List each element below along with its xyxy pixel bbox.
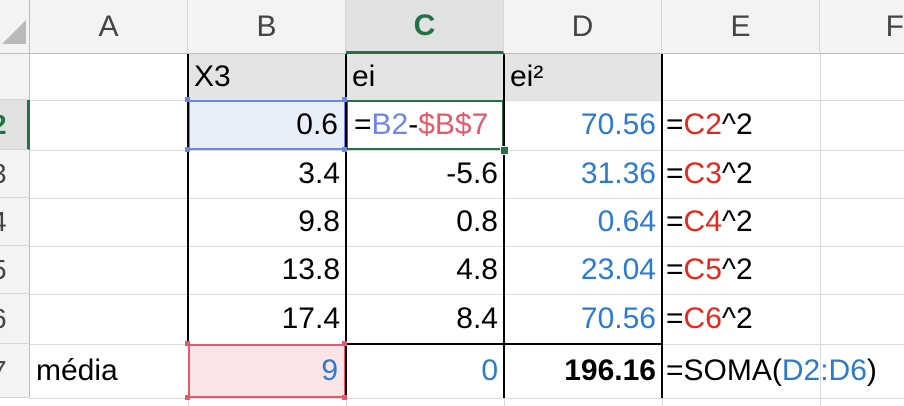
range-handle-b2[interactable] [185, 147, 190, 152]
formula-ref: C4 [683, 205, 722, 238]
formula-close: ) [866, 354, 877, 387]
formula-ref: C3 [683, 157, 722, 190]
table-border-right [661, 54, 663, 398]
column-header-b[interactable]: B [188, 0, 346, 54]
formula-ref: C5 [683, 253, 722, 286]
formula-equals: = [666, 302, 684, 335]
column-header-f[interactable]: F [820, 0, 904, 54]
range-handle-b7[interactable] [342, 395, 347, 400]
formula-tail: ^2 [721, 157, 753, 190]
row-header-1[interactable] [0, 54, 30, 100]
cell-e2[interactable]: = C2 ^2 [662, 100, 820, 150]
select-all-corner[interactable] [0, 0, 30, 54]
range-handle-b7[interactable] [185, 395, 190, 400]
formula-ref: C2 [683, 108, 722, 141]
column-header-a[interactable]: A [30, 0, 188, 54]
formula-equals: = [666, 253, 684, 286]
formula-minus: - [408, 108, 419, 141]
table-border-bc [345, 54, 347, 398]
range-handle-b7[interactable] [185, 341, 190, 346]
formula-tail: ^2 [721, 253, 753, 286]
cell-e6[interactable]: = C6 ^2 [662, 294, 820, 344]
cell-c4[interactable]: 0.8 [456, 205, 498, 238]
cell-a7[interactable]: média [36, 354, 118, 387]
row-header-2[interactable]: 2 [0, 100, 30, 150]
row-number: 5 [0, 255, 7, 284]
formula-equals: = [666, 157, 684, 190]
select-all-triangle-icon [2, 19, 26, 44]
row-number: 2 [0, 110, 7, 139]
table-border-cd [503, 54, 505, 398]
cell-c1[interactable]: ei [346, 54, 504, 100]
row-header-7[interactable]: 7 [0, 344, 30, 398]
range-handle-b2[interactable] [185, 97, 190, 102]
cell-c6[interactable]: 8.4 [456, 302, 498, 335]
cell-d3[interactable]: 31.36 [580, 157, 656, 190]
cell-e7[interactable]: =SOMA(D2:D6) [662, 344, 904, 398]
row-number: 7 [0, 356, 7, 385]
formula-range: D2:D6 [781, 354, 867, 387]
column-header-c[interactable]: C [346, 0, 504, 54]
column-header-e[interactable]: E [662, 0, 820, 54]
formula-tail: ^2 [721, 108, 753, 141]
row-header-6[interactable]: 6 [0, 294, 30, 344]
table-border-bottom [346, 343, 662, 345]
cell-e3[interactable]: = C3 ^2 [662, 150, 820, 198]
formula-tail: ^2 [721, 205, 753, 238]
cell-d5[interactable]: 23.04 [580, 253, 656, 286]
row-number: 3 [0, 159, 7, 188]
formula-equals: = [354, 108, 372, 141]
cell-b7[interactable]: 9 [188, 344, 346, 398]
cell-c5[interactable]: 4.8 [456, 253, 498, 286]
cell-d1[interactable]: ei² [504, 54, 662, 100]
row-number: 6 [0, 304, 7, 333]
formula-ref-b2: B2 [371, 108, 409, 141]
cell-e4[interactable]: = C4 ^2 [662, 198, 820, 246]
cell-c7[interactable]: 0 [481, 354, 498, 387]
cell-b4[interactable]: 9.8 [298, 205, 340, 238]
formula-ref-b7: $B$7 [418, 108, 489, 141]
range-handle-b2[interactable] [342, 97, 347, 102]
cell-b3[interactable]: 3.4 [298, 157, 340, 190]
cell-e5[interactable]: = C5 ^2 [662, 246, 820, 294]
cell-d6[interactable]: 70.56 [580, 302, 656, 335]
formula-equals: = [666, 108, 684, 141]
row-header-3[interactable]: 3 [0, 150, 30, 198]
cell-d4[interactable]: 0.64 [597, 205, 656, 238]
cell-c3[interactable]: -5.6 [446, 157, 498, 190]
formula-function: =SOMA( [666, 354, 782, 387]
cell-b5[interactable]: 13.8 [281, 253, 340, 286]
cell-d2[interactable]: 70.56 [580, 108, 656, 141]
range-handle-b2[interactable] [342, 147, 347, 152]
cell-b1[interactable]: X3 [188, 54, 346, 100]
formula-equals: = [666, 205, 684, 238]
cell-c2-editing[interactable]: = B2- $B$7 [346, 100, 504, 150]
table-border-left [187, 54, 189, 344]
cell-b2[interactable]: 0.6 [188, 100, 346, 150]
range-handle-b7[interactable] [342, 341, 347, 346]
row-header-5[interactable]: 5 [0, 246, 30, 294]
fill-handle[interactable] [500, 146, 509, 155]
cell-b6[interactable]: 17.4 [281, 302, 340, 335]
formula-ref: C6 [683, 302, 722, 335]
row-header-4[interactable]: 4 [0, 198, 30, 246]
cell-d7[interactable]: 196.16 [564, 354, 656, 387]
formula-tail: ^2 [721, 302, 753, 335]
column-header-d[interactable]: D [504, 0, 662, 54]
row-number: 4 [0, 207, 7, 236]
